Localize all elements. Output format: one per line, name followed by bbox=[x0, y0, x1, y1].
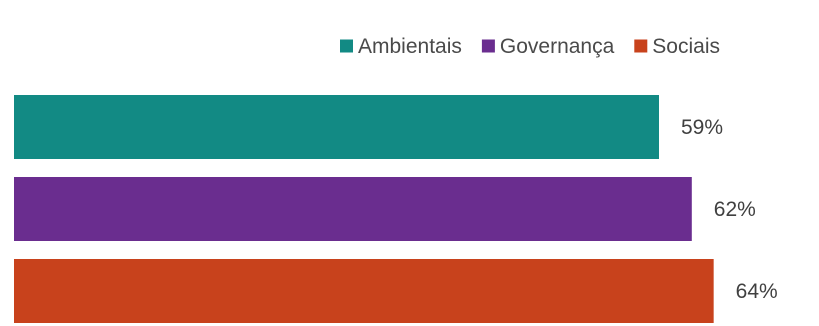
bar-sociais bbox=[14, 259, 714, 323]
value-label-sociais: 64% bbox=[736, 280, 778, 303]
legend-swatch-governanca bbox=[481, 39, 495, 53]
legend-label-ambientais: Ambientais bbox=[358, 35, 462, 58]
legend-label-governanca: Governança bbox=[500, 35, 615, 58]
legend-item-ambientais: Ambientais bbox=[340, 35, 462, 58]
legend-swatch-ambientais bbox=[340, 39, 353, 53]
bar-governanca bbox=[14, 177, 692, 241]
value-label-ambientais: 59% bbox=[681, 116, 723, 139]
bar-ambientais bbox=[14, 95, 659, 159]
legend-item-governanca: Governança bbox=[481, 35, 615, 58]
value-label-governanca: 62% bbox=[714, 198, 756, 221]
legend-item-sociais: Sociais bbox=[634, 35, 720, 58]
bars-group bbox=[14, 95, 714, 323]
legend-swatch-sociais bbox=[634, 39, 648, 53]
chart-legend: Ambientais Governança Sociais bbox=[340, 35, 720, 58]
value-labels-group: 59% 62% 64% bbox=[681, 116, 778, 303]
legend-label-sociais: Sociais bbox=[652, 35, 720, 58]
